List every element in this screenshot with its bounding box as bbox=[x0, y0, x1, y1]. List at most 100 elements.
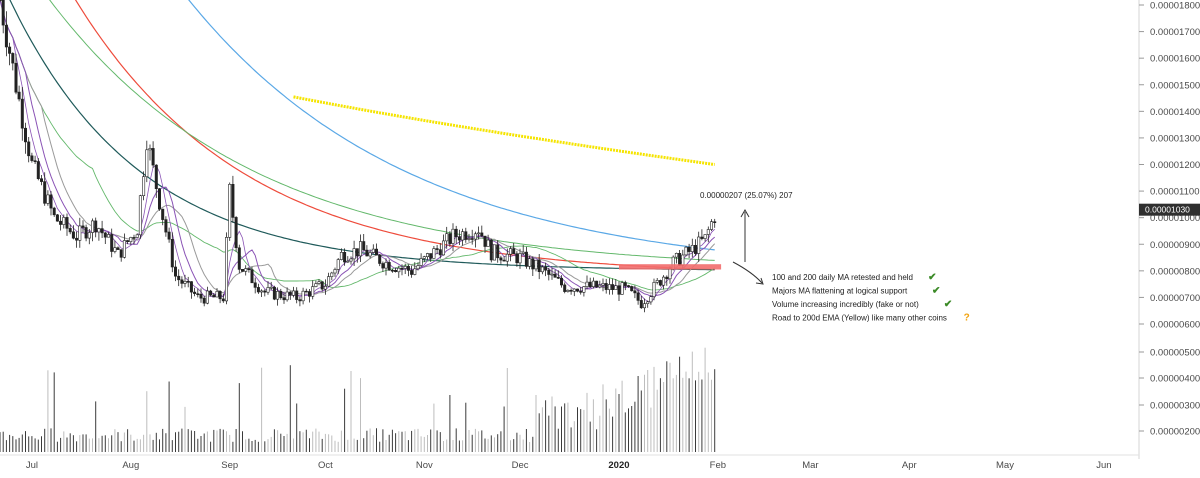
candle-body bbox=[231, 184, 235, 218]
candle-body bbox=[496, 244, 500, 259]
candle-body bbox=[681, 254, 685, 266]
candle bbox=[97, 227, 101, 241]
candle bbox=[164, 216, 168, 237]
checkmark-icon: ✔ bbox=[932, 286, 940, 297]
candle-body bbox=[68, 228, 72, 233]
candle bbox=[566, 289, 570, 293]
annotation-text: Road to 200d EMA (Yellow) like many othe… bbox=[772, 314, 947, 323]
candle bbox=[113, 240, 117, 254]
candle-body bbox=[438, 249, 442, 256]
candle-body bbox=[700, 236, 704, 239]
price-tick-label: 0.00001800 bbox=[1150, 1, 1200, 12]
candle-body bbox=[706, 229, 710, 235]
time-scale[interactable]: Jul Aug Sep Oct Nov Dec 2020 Feb Mar Apr May Jun bbox=[26, 460, 1112, 471]
candle bbox=[116, 246, 120, 250]
candle bbox=[413, 262, 417, 276]
candle-body bbox=[75, 237, 79, 241]
measure-tool: 0.00000207 (25.07%) 207 bbox=[700, 191, 793, 285]
candle bbox=[170, 232, 174, 273]
candle bbox=[432, 246, 436, 259]
time-tick-label: Feb bbox=[710, 460, 726, 471]
candle-body bbox=[378, 254, 382, 264]
measure-arrow-head bbox=[740, 208, 750, 218]
candle-body bbox=[611, 284, 615, 290]
candle-body bbox=[454, 228, 458, 237]
candle bbox=[499, 255, 503, 264]
candle-body bbox=[145, 149, 149, 178]
candle-body bbox=[154, 164, 158, 190]
candle-body bbox=[161, 208, 165, 220]
candle bbox=[244, 265, 248, 276]
candle bbox=[46, 190, 50, 206]
candle bbox=[4, 11, 8, 57]
candle bbox=[620, 280, 624, 295]
candle-body bbox=[709, 221, 713, 230]
candle bbox=[122, 233, 126, 259]
candle bbox=[339, 248, 343, 261]
candle-body bbox=[639, 300, 643, 309]
candle-body bbox=[483, 235, 487, 247]
candle-body bbox=[713, 221, 717, 223]
candle bbox=[52, 206, 56, 217]
candle bbox=[614, 279, 618, 290]
candle bbox=[387, 259, 391, 271]
candle bbox=[505, 248, 509, 267]
candle-body bbox=[355, 248, 359, 257]
candle bbox=[403, 263, 407, 274]
candle bbox=[145, 140, 149, 183]
candle-body bbox=[537, 259, 541, 273]
question-mark-icon: ? bbox=[964, 313, 970, 324]
current-price-tag: 0.00001030 bbox=[1139, 203, 1200, 216]
candle bbox=[221, 294, 225, 303]
candle-body bbox=[199, 293, 203, 299]
candle bbox=[544, 262, 548, 277]
candle-body bbox=[703, 234, 707, 239]
time-tick-label: Mar bbox=[802, 460, 818, 471]
candle-body bbox=[678, 253, 682, 266]
candle-body bbox=[119, 249, 123, 258]
candle-body bbox=[410, 270, 414, 275]
candle bbox=[528, 256, 532, 270]
candle-body bbox=[183, 280, 187, 284]
candle-body bbox=[630, 286, 634, 292]
candle bbox=[39, 175, 43, 186]
candle-body bbox=[343, 252, 347, 263]
candle bbox=[186, 276, 190, 288]
candle bbox=[537, 254, 541, 280]
candle bbox=[630, 285, 634, 292]
candle-body bbox=[477, 232, 481, 235]
candle-body bbox=[202, 297, 206, 304]
candle bbox=[91, 218, 95, 242]
candle-body bbox=[78, 225, 82, 241]
candle bbox=[138, 194, 142, 239]
current-price-tag-label: 0.00001030 bbox=[1145, 205, 1190, 215]
candle bbox=[655, 278, 659, 285]
candle-body bbox=[489, 239, 493, 261]
candle bbox=[174, 260, 178, 282]
candle bbox=[378, 254, 382, 267]
candle-body bbox=[387, 262, 391, 271]
candle-body bbox=[33, 160, 37, 162]
candle bbox=[129, 236, 133, 245]
candle-body bbox=[697, 236, 701, 254]
candle-body bbox=[17, 91, 21, 100]
ma-green-line bbox=[49, 0, 715, 261]
candle-body bbox=[11, 53, 15, 64]
checkmark-icon: ✔ bbox=[944, 299, 952, 310]
candle-body bbox=[422, 256, 426, 259]
time-tick-label: Apr bbox=[902, 460, 917, 471]
candle-body bbox=[674, 253, 678, 258]
candle bbox=[508, 246, 512, 262]
annotation-text: Volume increasing incredibly (fake or no… bbox=[772, 300, 919, 309]
candle-body bbox=[480, 232, 484, 237]
candle bbox=[591, 277, 595, 289]
candle-body bbox=[563, 284, 567, 292]
candle-body bbox=[448, 233, 452, 244]
candle bbox=[556, 270, 560, 279]
candle bbox=[148, 144, 152, 161]
time-tick-label: Jun bbox=[1096, 460, 1111, 471]
annotation-text: Majors MA flattening at logical support bbox=[772, 287, 908, 296]
price-scale[interactable]: 0.00001800 0.00001700 0.00001600 0.00001500… bbox=[1139, 1, 1200, 438]
